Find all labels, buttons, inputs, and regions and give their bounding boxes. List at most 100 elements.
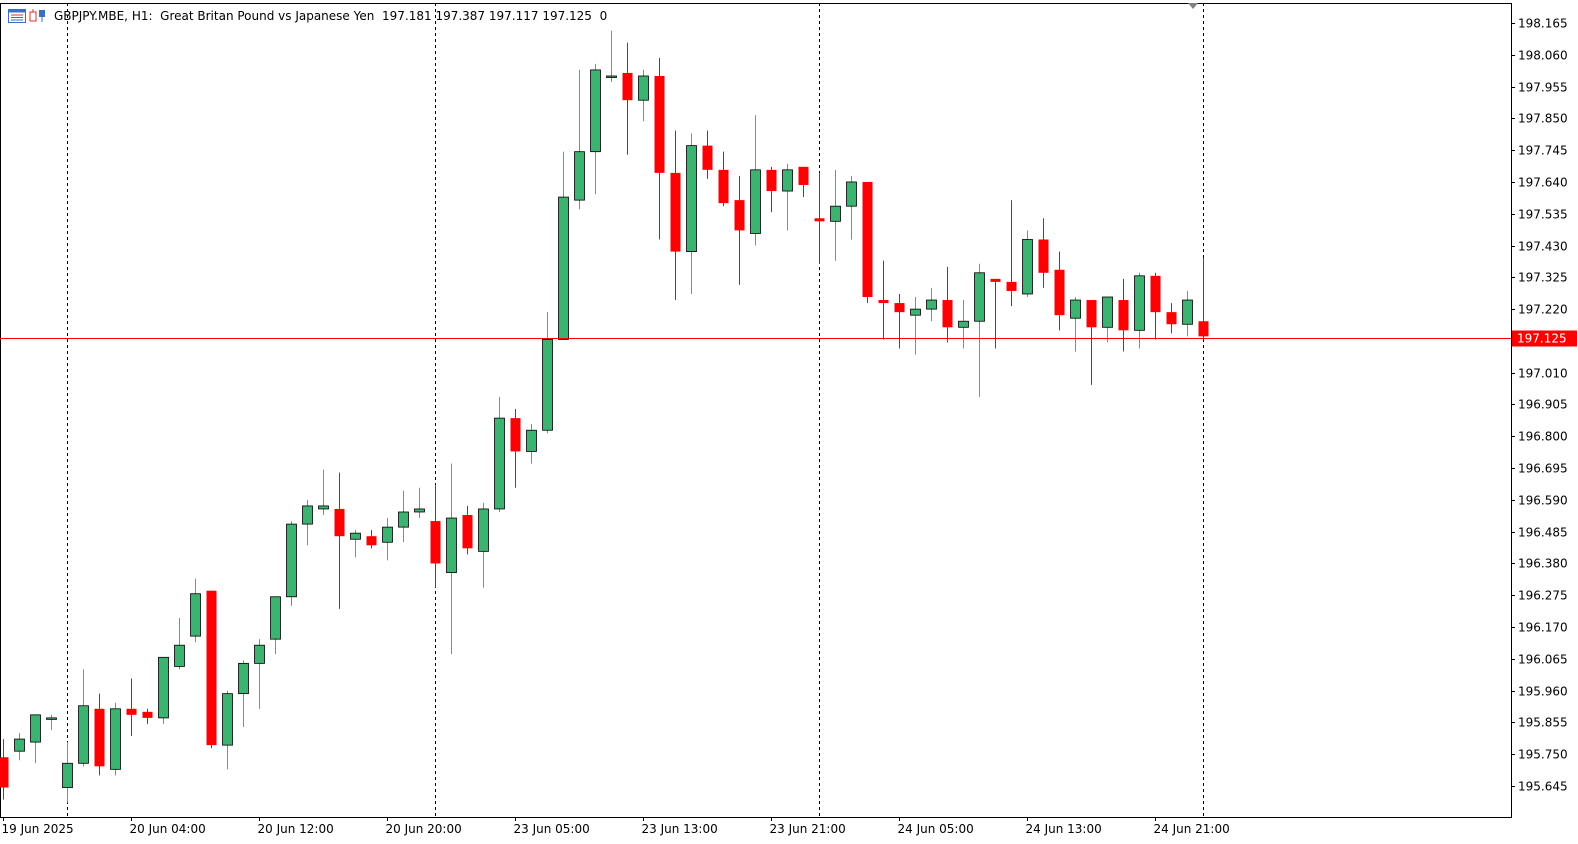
bullish-candle[interactable] <box>494 396 505 512</box>
bullish-candle[interactable] <box>1182 290 1193 337</box>
bearish-candle[interactable] <box>1086 300 1097 385</box>
bullish-candle[interactable] <box>14 733 25 761</box>
candle-body <box>430 521 441 564</box>
bearish-candle[interactable] <box>1198 257 1209 340</box>
bearish-candle[interactable] <box>766 166 777 213</box>
bullish-candle[interactable] <box>286 521 297 606</box>
bearish-candle[interactable] <box>734 175 745 285</box>
bearish-candle[interactable] <box>622 42 633 155</box>
bullish-candle[interactable] <box>526 424 537 464</box>
bullish-candle[interactable] <box>574 69 585 210</box>
bearish-candle[interactable] <box>510 409 521 488</box>
x-axis-tick-label: 24 Jun 05:00 <box>898 822 974 836</box>
bearish-candle[interactable] <box>718 151 729 207</box>
bullish-candle[interactable] <box>158 656 169 724</box>
bullish-candle[interactable] <box>414 487 425 519</box>
bullish-candle[interactable] <box>382 518 393 561</box>
candle-body <box>254 644 265 664</box>
chart-window-icon[interactable] <box>8 9 26 23</box>
bearish-candle[interactable] <box>878 260 889 340</box>
y-axis-tick-label: 197.430 <box>1518 240 1568 254</box>
candle-body <box>558 196 569 340</box>
header-extra-value: 0 <box>599 9 608 23</box>
bearish-candle[interactable] <box>366 530 377 549</box>
bearish-candle[interactable] <box>798 166 809 198</box>
bearish-candle[interactable] <box>94 693 105 776</box>
bearish-candle[interactable] <box>430 484 441 588</box>
bullish-candle[interactable] <box>270 596 281 655</box>
bearish-candle[interactable] <box>1150 272 1161 340</box>
candle-type-icon[interactable] <box>29 9 47 23</box>
bearish-candle[interactable] <box>990 278 1001 349</box>
bearish-candle[interactable] <box>206 590 217 749</box>
bearish-candle[interactable] <box>126 678 137 737</box>
bullish-candle[interactable] <box>910 297 921 355</box>
bearish-candle[interactable] <box>670 130 681 301</box>
bullish-candle[interactable] <box>446 463 457 655</box>
bullish-candle[interactable] <box>302 499 313 546</box>
bullish-candle[interactable] <box>1022 230 1033 298</box>
bullish-candle[interactable] <box>110 702 121 776</box>
bullish-candle[interactable] <box>190 578 201 643</box>
bullish-candle[interactable] <box>590 63 601 195</box>
bullish-candle[interactable] <box>782 163 793 231</box>
bullish-candle[interactable] <box>398 490 409 543</box>
candle-body <box>862 181 873 298</box>
candle-body <box>1054 269 1065 316</box>
bullish-candle[interactable] <box>350 530 361 558</box>
bullish-candle[interactable] <box>750 115 761 246</box>
bearish-candle[interactable] <box>862 181 873 304</box>
bullish-candle[interactable] <box>638 69 649 122</box>
bullish-candle[interactable] <box>1134 272 1145 349</box>
bearish-candle[interactable] <box>334 472 345 609</box>
candle-body <box>526 429 537 452</box>
bullish-candle[interactable] <box>222 690 233 770</box>
bullish-candle[interactable] <box>926 287 937 322</box>
candle-body <box>142 711 153 718</box>
bearish-candle[interactable] <box>462 505 473 555</box>
bullish-candle[interactable] <box>686 133 697 294</box>
bearish-candle[interactable] <box>1006 200 1017 307</box>
chart-shift-icon[interactable] <box>1188 3 1198 9</box>
bullish-candle[interactable] <box>846 175 857 240</box>
bullish-candle[interactable] <box>1102 296 1113 343</box>
bullish-candle[interactable] <box>62 742 73 803</box>
bearish-candle[interactable] <box>142 708 153 724</box>
candle-body <box>1182 299 1193 325</box>
bullish-candle[interactable] <box>558 151 569 340</box>
x-axis-tick-label: 20 Jun 12:00 <box>258 822 334 836</box>
bullish-candle[interactable] <box>78 669 89 767</box>
bearish-candle[interactable] <box>814 172 825 264</box>
bearish-candle[interactable] <box>1166 303 1177 334</box>
y-axis-tick-label: 198.165 <box>1518 17 1568 31</box>
bearish-candle[interactable] <box>1038 218 1049 288</box>
bullish-candle[interactable] <box>1070 297 1081 352</box>
candle-body <box>158 656 169 719</box>
bullish-candle[interactable] <box>830 169 841 261</box>
bullish-candle[interactable] <box>46 714 57 730</box>
y-axis-tick-label: 197.010 <box>1518 367 1568 381</box>
bearish-candle[interactable] <box>942 266 953 343</box>
bullish-candle[interactable] <box>30 714 41 764</box>
bullish-candle[interactable] <box>174 617 185 670</box>
bullish-candle[interactable] <box>542 312 553 434</box>
bullish-candle[interactable] <box>238 660 249 727</box>
y-axis-tick-label: 196.485 <box>1518 526 1568 540</box>
candle-body <box>110 708 121 770</box>
bullish-candle[interactable] <box>606 30 617 83</box>
bullish-candle[interactable] <box>318 469 329 516</box>
bearish-candle[interactable] <box>1054 251 1065 331</box>
bullish-candle[interactable] <box>958 300 969 349</box>
bearish-candle[interactable] <box>702 130 713 179</box>
candle-body <box>46 717 57 720</box>
y-axis-tick-label: 197.535 <box>1518 208 1568 222</box>
bearish-candle[interactable] <box>894 293 905 349</box>
bearish-candle[interactable] <box>0 739 9 800</box>
bearish-candle[interactable] <box>654 57 665 240</box>
bearish-candle[interactable] <box>1118 278 1129 352</box>
bullish-candle[interactable] <box>974 263 985 397</box>
candle-body <box>222 693 233 746</box>
bullish-candle[interactable] <box>254 639 265 709</box>
bullish-candle[interactable] <box>478 502 489 588</box>
